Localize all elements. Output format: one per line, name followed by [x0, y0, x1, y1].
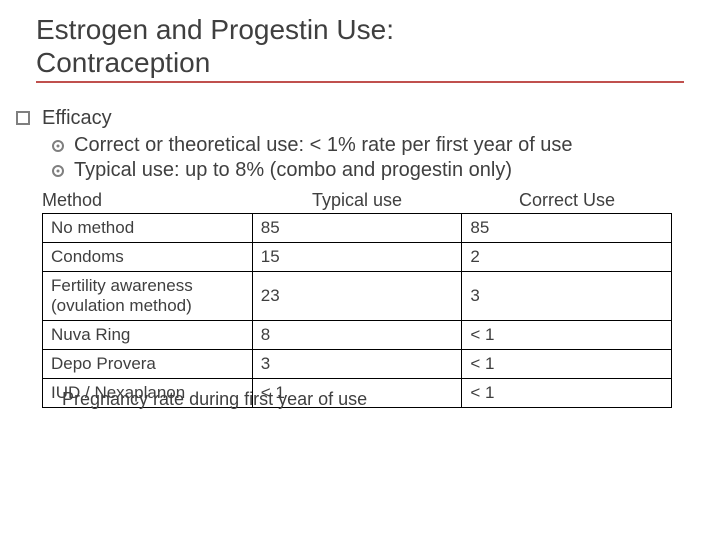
sub-bullet-2: Typical use: up to 8% (combo and progest…: [52, 159, 684, 182]
cell-typical: 23: [252, 272, 462, 321]
sub-bullet-2-text: Typical use: up to 8% (combo and progest…: [74, 159, 512, 182]
sub-bullet-1-text: Correct or theoretical use: < 1% rate pe…: [74, 134, 573, 157]
cell-method: No method: [43, 214, 253, 243]
cell-correct: 85: [462, 214, 672, 243]
table-footnote: Pregnancy rate during first year of use: [62, 389, 684, 410]
circle-bullet-icon: [52, 165, 64, 177]
circle-bullet-icon: [52, 140, 64, 152]
cell-typical: 85: [252, 214, 462, 243]
cell-typical: 8: [252, 321, 462, 350]
table-header-correct: Correct Use: [462, 190, 672, 211]
slide-title-line1: Estrogen and Progestin Use:: [36, 12, 684, 47]
efficacy-heading: Efficacy: [42, 107, 112, 130]
cell-method: Nuva Ring: [43, 321, 253, 350]
efficacy-table: No method 85 85 Condoms 15 2 Fertility a…: [42, 213, 672, 408]
bullet-efficacy: Efficacy: [36, 107, 684, 130]
cell-correct: < 1: [462, 321, 672, 350]
table-header-method: Method: [42, 190, 252, 211]
table-row: Fertility awareness (ovulation method) 2…: [43, 272, 672, 321]
cell-method: Condoms: [43, 243, 253, 272]
square-bullet-icon: [16, 111, 30, 125]
cell-method: Fertility awareness (ovulation method): [43, 272, 253, 321]
cell-correct: < 1: [462, 350, 672, 379]
cell-typical: 3: [252, 350, 462, 379]
slide-title-line2: Contraception: [36, 47, 684, 83]
table-row: No method 85 85: [43, 214, 672, 243]
cell-method: Depo Provera: [43, 350, 253, 379]
table-row: Nuva Ring 8 < 1: [43, 321, 672, 350]
table-header-row: Method Typical use Correct Use: [42, 190, 684, 211]
table-row: Depo Provera 3 < 1: [43, 350, 672, 379]
sub-bullet-list: Correct or theoretical use: < 1% rate pe…: [52, 134, 684, 182]
cell-correct: 2: [462, 243, 672, 272]
cell-typical: 15: [252, 243, 462, 272]
cell-correct: 3: [462, 272, 672, 321]
table-header-typical: Typical use: [252, 190, 462, 211]
slide: Estrogen and Progestin Use: Contraceptio…: [0, 0, 720, 410]
table-row: Condoms 15 2: [43, 243, 672, 272]
sub-bullet-1: Correct or theoretical use: < 1% rate pe…: [52, 134, 684, 157]
